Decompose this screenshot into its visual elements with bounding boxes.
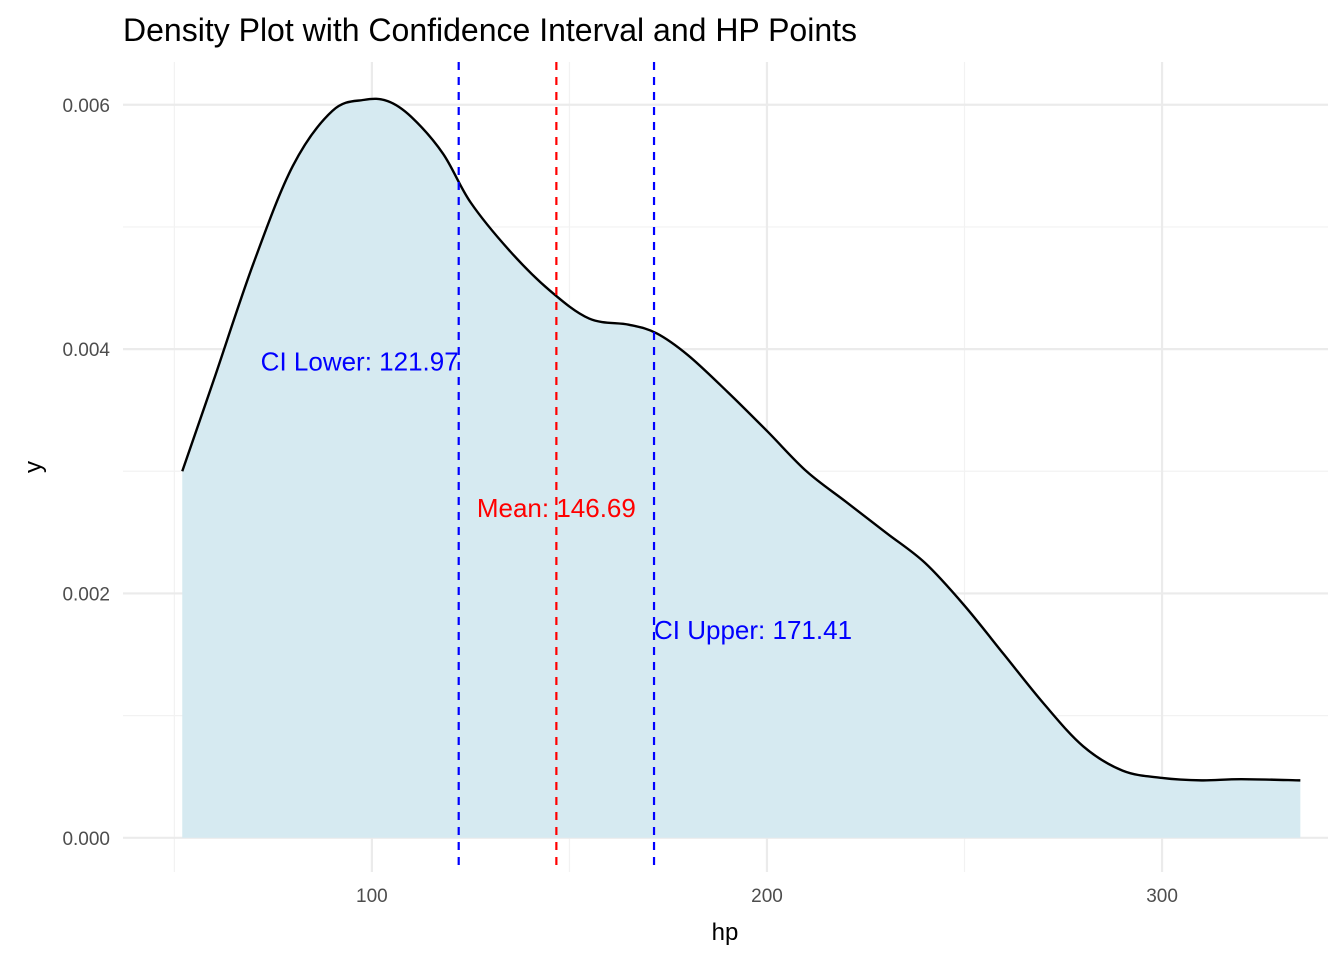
density-area xyxy=(182,98,1301,838)
x-tick-label: 100 xyxy=(356,886,388,907)
y-tick-label: 0.004 xyxy=(62,340,110,361)
y-tick-label: 0.000 xyxy=(62,829,110,850)
annotations: CI Lower: 121.97 Mean: 146.69 CI Upper: 17… xyxy=(261,346,852,645)
x-axis-ticks: 100 200 300 xyxy=(356,886,1178,907)
density-curve xyxy=(181,97,1301,782)
mean-label: Mean: 146.69 xyxy=(477,493,636,523)
x-tick-label: 200 xyxy=(751,886,783,907)
y-axis-ticks: 0.000 0.002 0.004 0.006 xyxy=(62,96,110,850)
y-axis-title: y xyxy=(20,461,47,473)
y-tick-label: 0.006 xyxy=(62,96,110,117)
x-tick-label: 300 xyxy=(1146,886,1178,907)
chart-title: Density Plot with Confidence Interval an… xyxy=(123,12,857,48)
ci-lower-label: CI Lower: 121.97 xyxy=(261,346,459,376)
ci-upper-label: CI Upper: 171.41 xyxy=(654,615,852,645)
y-tick-label: 0.002 xyxy=(62,584,110,605)
x-axis-title: hp xyxy=(712,919,739,946)
density-area-layer xyxy=(181,97,1301,838)
reference-lines xyxy=(457,62,656,872)
